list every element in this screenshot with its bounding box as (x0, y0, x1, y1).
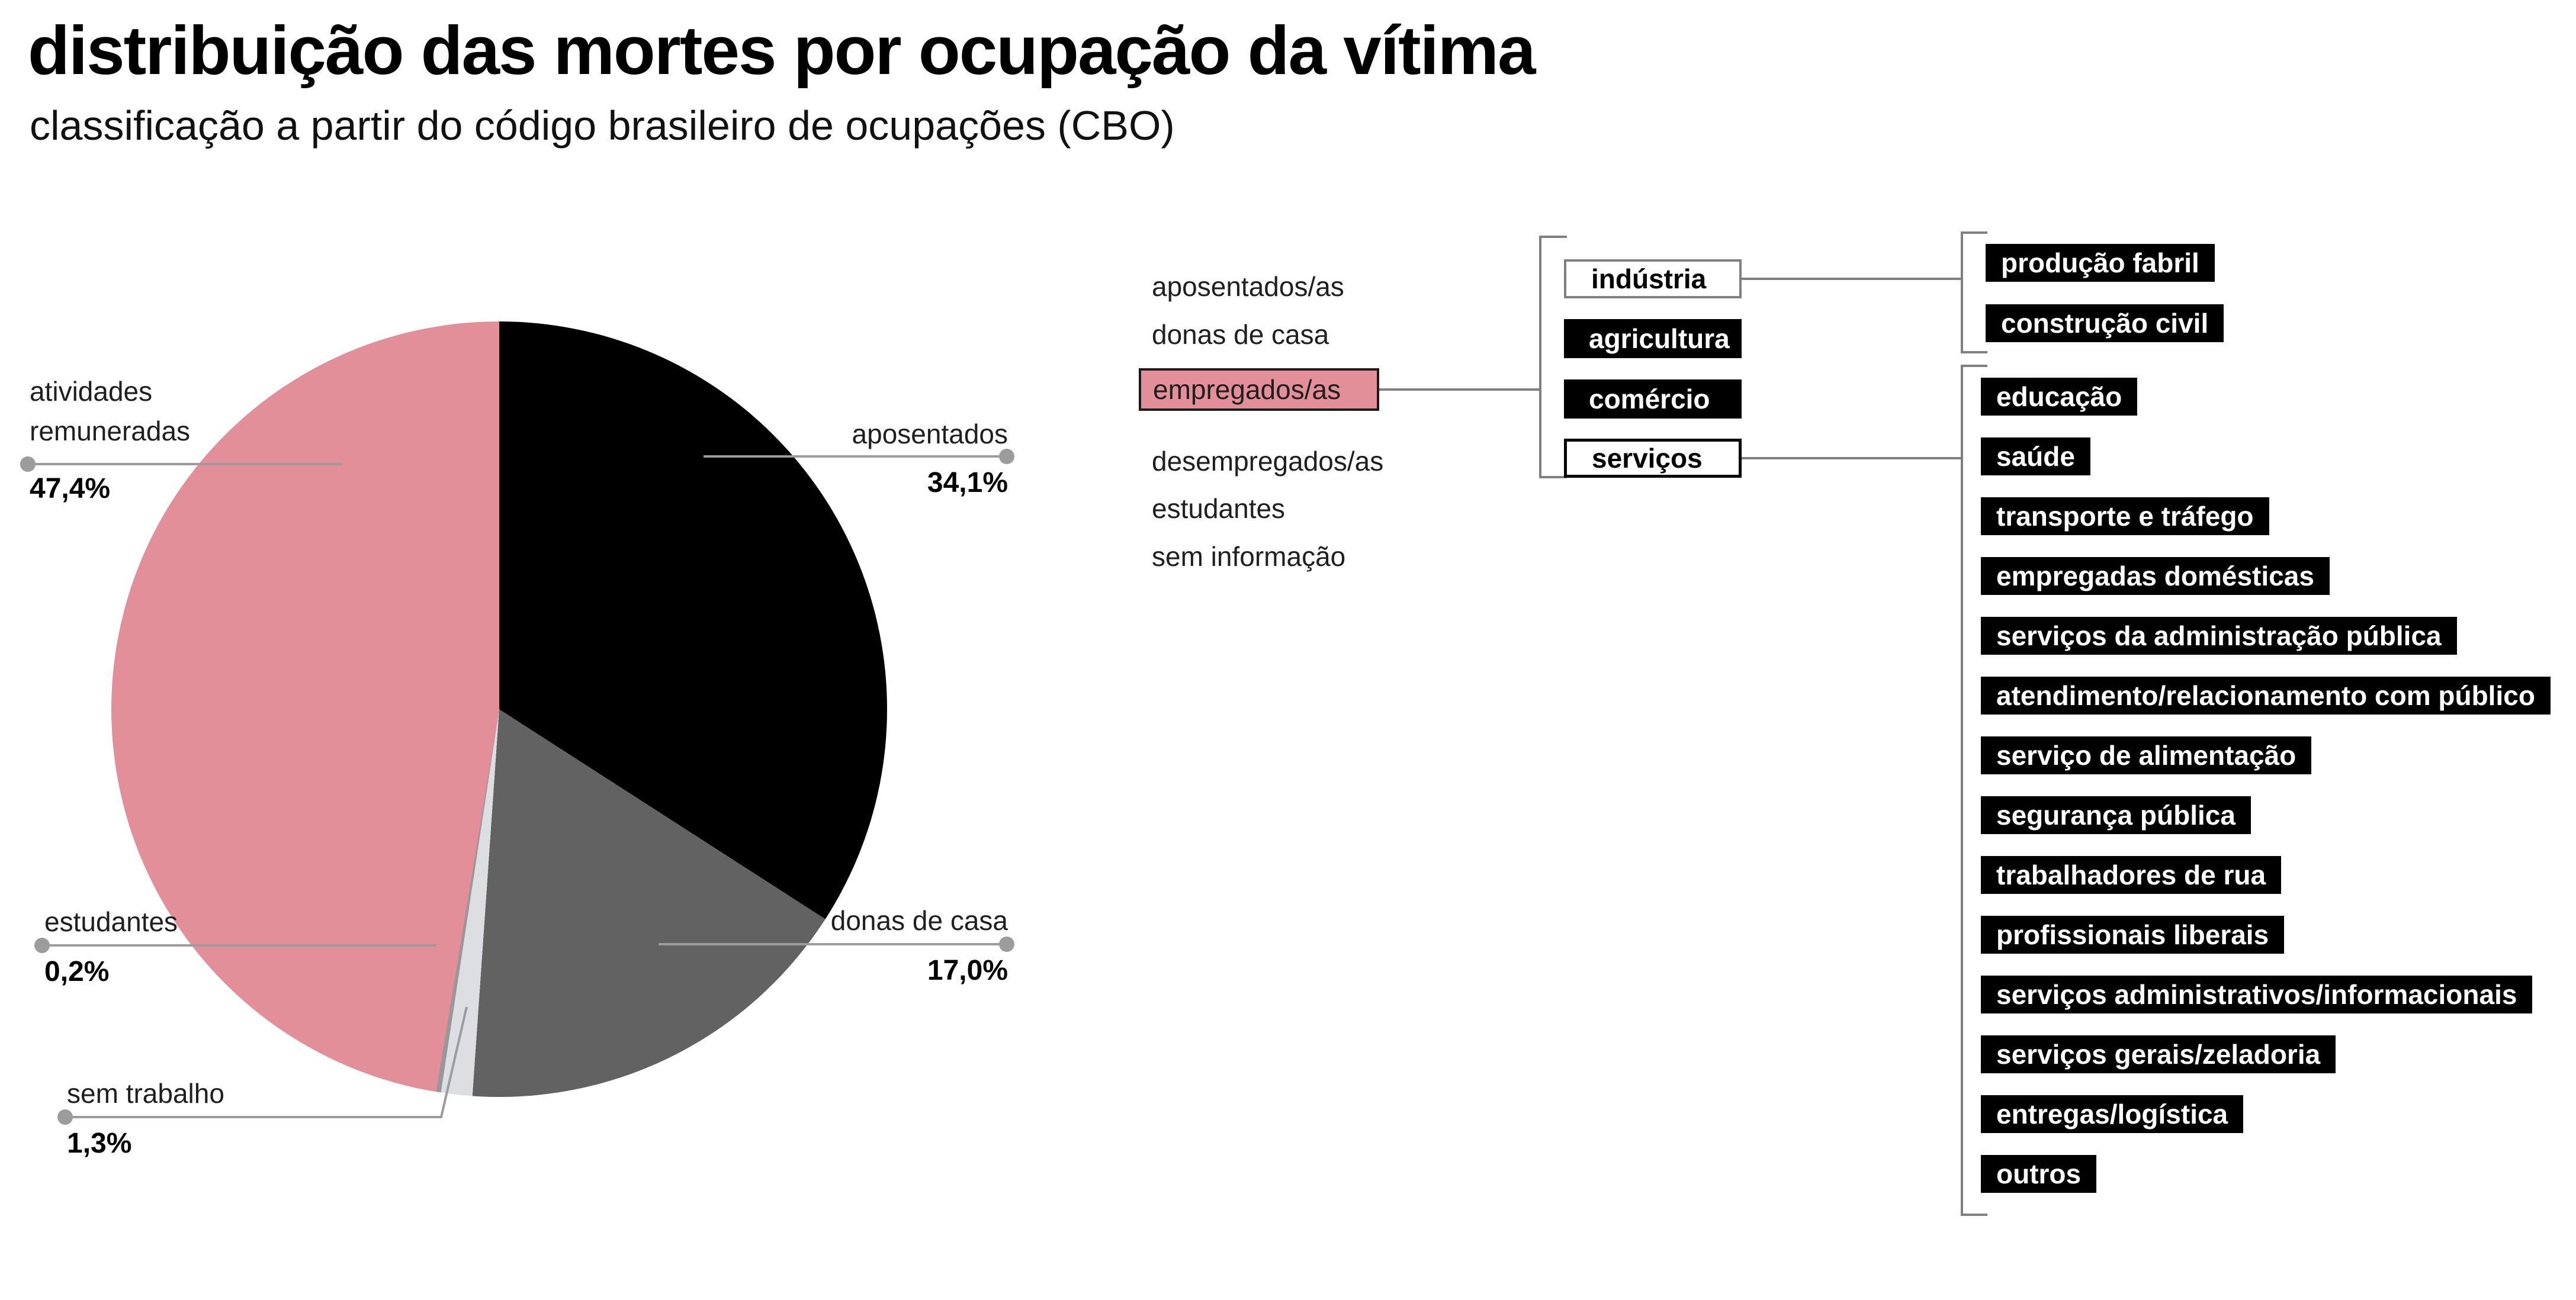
pie-value-sem-trabalho: 1,3% (67, 1128, 132, 1159)
sector-box-industria: indústria (1564, 259, 1742, 298)
page-subtitle: classificação a partir do código brasile… (30, 102, 1175, 149)
leader-dot-atividades (20, 456, 36, 472)
pie-value-donas-de-casa: 17,0% (927, 955, 1008, 986)
pie-label-donas-de-casa: donas de casa (830, 905, 1008, 936)
category-chip-servicos-administracao-publica: serviços da administração pública (1981, 617, 2457, 655)
pie-label-atividades-remuneradas: atividades remuneradas (30, 376, 191, 446)
category-chip-transporte-trafego: transporte e tráfego (1981, 497, 2269, 535)
occupation-item-desempregados: desempregados/as (1152, 446, 1384, 477)
category-chip-servico-alimentacao: serviço de alimentação (1981, 736, 2312, 774)
pie-value-aposentados: 34,1% (927, 467, 1008, 498)
page-title: distribuição das mortes por ocupação da … (28, 12, 1536, 89)
pie-value-estudantes: 0,2% (44, 956, 110, 987)
bracket-sectors (1539, 236, 1567, 478)
occupation-item-donas-de-casa: donas de casa (1152, 319, 1329, 350)
industry-children-list: produção fabril construção civil (1986, 244, 2224, 342)
category-chip-saude: saúde (1981, 437, 2090, 475)
category-chip-trabalhadores-de-rua: trabalhadores de rua (1981, 856, 2282, 894)
sector-box-servicos: serviços (1564, 439, 1742, 478)
pie-label-sem-trabalho: sem trabalho (67, 1078, 224, 1109)
occupation-item-sem-informacao: sem informação (1152, 541, 1346, 572)
category-chip-construcao-civil: construção civil (1986, 304, 2224, 342)
sector-box-agricultura: agricultura (1564, 319, 1742, 358)
category-chip-producao-fabril: produção fabril (1986, 244, 2215, 282)
category-chip-seguranca-publica: segurança pública (1981, 796, 2251, 834)
category-chip-educacao: educação (1981, 378, 2138, 416)
category-chip-servicos-gerais-zeladoria: serviços gerais/zeladoria (1981, 1035, 2336, 1073)
pie-chart (111, 321, 887, 1097)
category-chip-entregas-logistica: entregas/logística (1981, 1095, 2244, 1133)
category-chip-atendimento-relacionamento: atendimento/relacionamento com público (1981, 677, 2551, 715)
pie-value-atividades-remuneradas: 47,4% (30, 473, 111, 504)
category-chip-servicos-administrativos-informacionais: serviços administrativos/informacionais (1981, 976, 2533, 1013)
bracket-industria (1961, 231, 1987, 353)
services-children-list: educação saúde transporte e tráfego empr… (1981, 378, 2551, 1193)
sector-box-comercio: comércio (1564, 379, 1742, 419)
occupation-highlight-empregados: empregados/as (1139, 368, 1379, 411)
category-chip-empregadas-domesticas: empregadas domésticas (1981, 557, 2330, 595)
category-chip-profissionais-liberais: profissionais liberais (1981, 916, 2285, 954)
pie-label-aposentados: aposentados (852, 419, 1008, 449)
occupation-item-estudantes: estudantes (1152, 493, 1286, 524)
occupation-item-aposentados: aposentados/as (1152, 271, 1344, 302)
pie-label-estudantes: estudantes (44, 906, 178, 937)
category-chip-outros: outros (1981, 1155, 2097, 1193)
